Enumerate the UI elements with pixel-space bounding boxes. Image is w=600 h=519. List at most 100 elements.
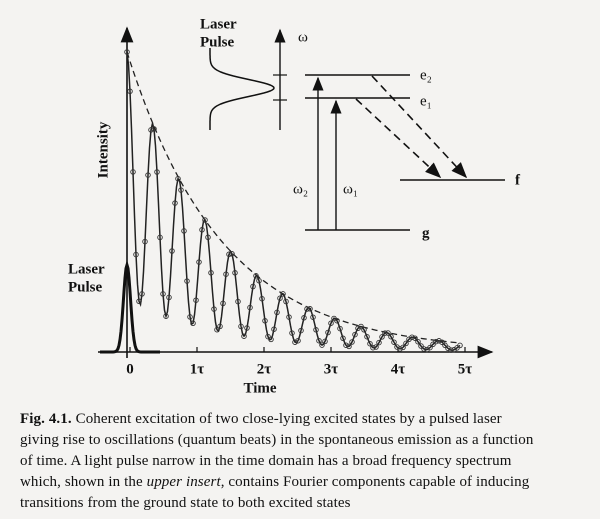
beat-marker (211, 306, 217, 312)
beat-marker (253, 273, 259, 279)
beat-marker (286, 314, 292, 320)
beat-marker (376, 339, 382, 346)
beat-marker (304, 306, 310, 312)
beat-marker (133, 251, 139, 258)
beat-marker (439, 339, 445, 345)
axis-label: ω (298, 29, 308, 45)
beat-marker (325, 329, 331, 336)
beat-marker (433, 338, 439, 345)
beat-marker (124, 49, 130, 55)
beat-marker (265, 333, 271, 340)
beat-marker (160, 291, 166, 297)
x-axis-label: Time (243, 380, 276, 396)
beat-marker (436, 338, 442, 344)
y-axis-label: Intensity (95, 121, 111, 178)
beat-marker (241, 333, 247, 339)
pulse-label: Laser (68, 261, 105, 277)
beat-marker (127, 88, 133, 95)
transition-label: ω₁ (343, 181, 358, 197)
caption-line: of time. A light pulse narrow in the tim… (20, 453, 512, 469)
beat-marker (166, 294, 172, 301)
beat-marker (178, 187, 184, 193)
beat-marker (346, 343, 352, 350)
x-tick-label: 0 (126, 361, 134, 377)
beat-marker (382, 330, 388, 336)
beat-marker (340, 335, 346, 342)
beat-marker (145, 172, 151, 178)
beat-marker (307, 306, 313, 312)
beat-marker (310, 314, 316, 320)
beat-marker (220, 300, 226, 307)
beat-marker (214, 326, 220, 333)
caption-text: , contains Fourier components capable of… (220, 474, 530, 490)
beat-marker (409, 334, 415, 340)
beat-marker (313, 327, 319, 333)
beat-marker (238, 323, 244, 330)
beat-marker (298, 327, 304, 334)
beat-marker (232, 270, 238, 276)
beat-marker (262, 318, 268, 324)
beat-marker (442, 342, 448, 349)
beat-marker (130, 169, 136, 175)
beat-marker (208, 270, 214, 276)
caption-text: which, shown in the (20, 474, 143, 490)
beat-marker (289, 330, 295, 336)
beat-marker (139, 291, 145, 297)
beat-marker (361, 327, 367, 333)
x-tick-label: 2τ (257, 361, 272, 377)
laser-pulse (100, 259, 160, 354)
beat-marker (391, 339, 397, 345)
beat-curve (126, 51, 461, 351)
beat-marker (328, 320, 334, 326)
level-label: f (515, 172, 521, 188)
beat-marker (268, 336, 274, 343)
beat-marker (352, 331, 358, 338)
beat-marker (154, 169, 160, 175)
beat-marker (448, 347, 454, 353)
beat-marker (235, 298, 241, 305)
caption-emphasis: upper insert (146, 474, 221, 490)
beat-marker (334, 317, 340, 324)
beat-marker (217, 323, 223, 330)
beat-marker (136, 298, 142, 305)
beat-marker (187, 314, 193, 320)
beat-marker (274, 309, 280, 316)
beat-marker (271, 326, 277, 332)
beat-marker (184, 278, 190, 284)
beat-marker (337, 325, 343, 332)
beat-marker (205, 234, 211, 241)
caption-text: Coherent excitation of two close-lying e… (75, 411, 502, 427)
beat-marker (358, 323, 364, 330)
caption-line: transitions from the ground state to bot… (20, 495, 351, 511)
beat-marker (250, 283, 256, 290)
emission-arrow (355, 98, 442, 179)
beat-marker (157, 234, 163, 241)
insert: ω Laser Pulse e₂ e₁ f g ω₂ ω₁ (200, 16, 521, 241)
beat-marker (421, 346, 427, 352)
beat-marker (292, 339, 298, 345)
x-tick-label: 5τ (458, 361, 473, 377)
beat-marker (349, 339, 355, 345)
x-tick-label: 1τ (190, 361, 205, 377)
beat-marker (163, 313, 169, 319)
beat-marker (226, 251, 232, 258)
beat-marker (415, 338, 421, 345)
beat-marker (418, 343, 424, 349)
beat-marker (370, 344, 376, 351)
pulse-label: Pulse (200, 34, 235, 50)
beat-marker (388, 333, 394, 340)
x-tick-label: 4τ (391, 361, 406, 377)
emission-arrow (371, 75, 468, 179)
beat-marker (151, 126, 157, 132)
beat-marker (247, 304, 253, 311)
caption-line: which, shown in the upper insert, contai… (20, 472, 529, 493)
beat-marker (373, 344, 379, 350)
beat-marker (277, 295, 283, 301)
beat-marker (316, 337, 322, 344)
beat-marker (229, 251, 235, 257)
envelope (126, 51, 461, 344)
caption-line: giving rise to oscillations (quantum bea… (20, 432, 534, 448)
beat-marker (190, 320, 196, 327)
beat-marker (280, 291, 286, 297)
